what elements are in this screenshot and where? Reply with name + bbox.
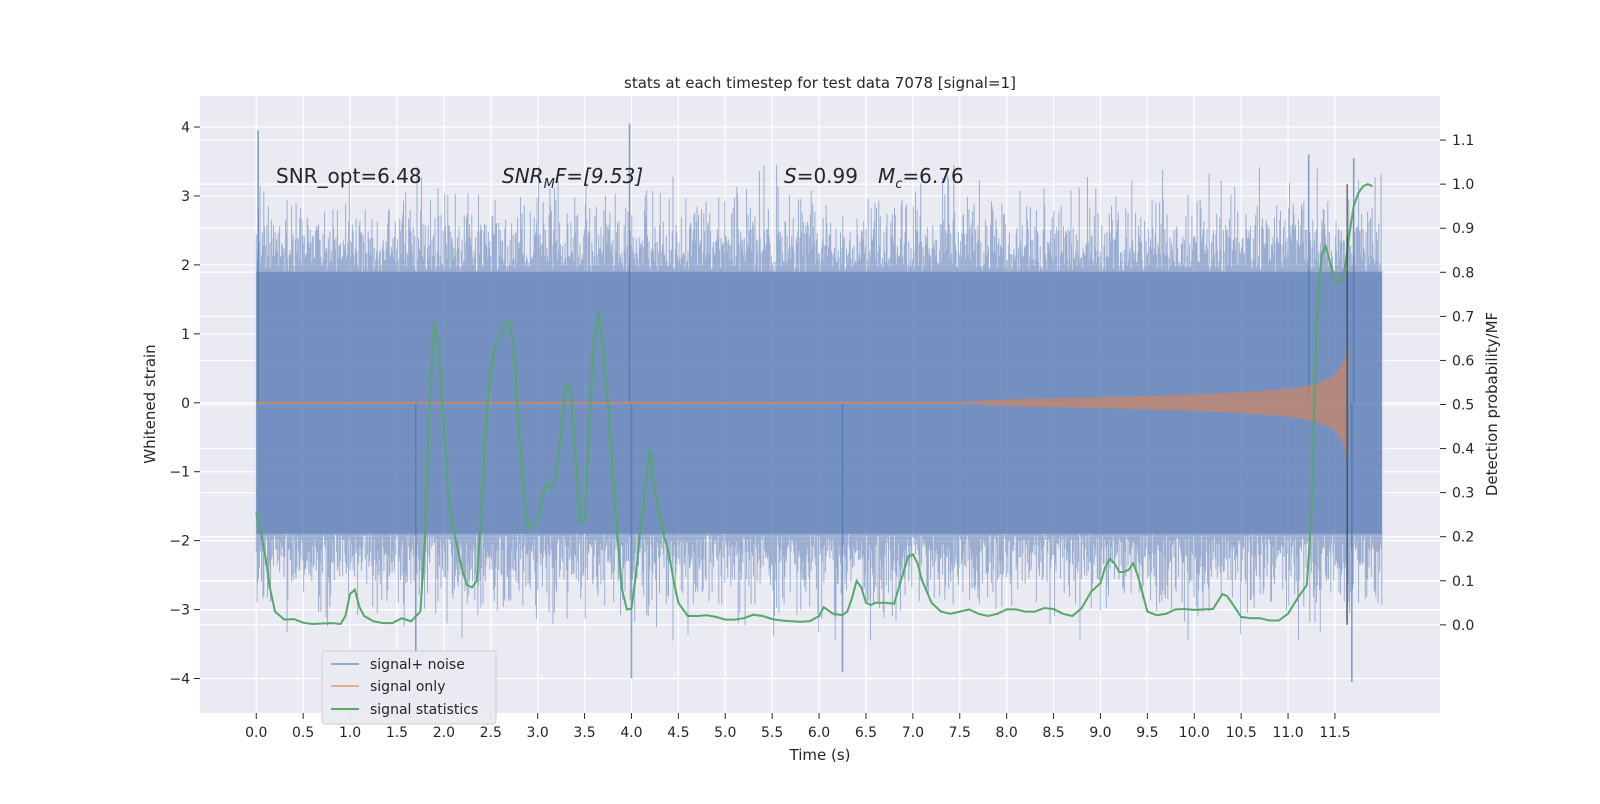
legend-label-signal: signal only — [370, 679, 445, 695]
x-tick-label-7: 3.5 — [573, 725, 595, 741]
annotation-snr-mf-rest: F=[9.53] — [555, 164, 643, 188]
x-tick-label-13: 6.5 — [855, 725, 877, 741]
annotation-s-rest: =0.99 — [797, 164, 858, 188]
annotation-mc-var: M — [878, 164, 895, 188]
left-tick-label-1: −3 — [169, 603, 190, 619]
x-tick-label-23: 11.5 — [1319, 725, 1350, 741]
left-tick-label-6: 2 — [181, 258, 190, 274]
annotation-snr-opt: SNR_opt=6.48 — [276, 164, 422, 188]
x-tick-label-16: 8.0 — [996, 725, 1018, 741]
annotation-snr-mf-main: SNR — [502, 164, 544, 188]
x-tick-label-4: 2.0 — [433, 725, 455, 741]
x-tick-label-15: 7.5 — [949, 725, 971, 741]
right-axis-label: Detection probability/MF — [1483, 312, 1501, 496]
x-axis-label: Time (s) — [789, 746, 851, 764]
annotation-snr-mf: SNRMF=[9.53] — [502, 164, 643, 192]
x-tick-label-21: 10.5 — [1226, 725, 1257, 741]
right-tick-label-5: 0.5 — [1452, 398, 1474, 414]
right-tick-label-3: 0.3 — [1452, 486, 1474, 502]
right-tick-label-11: 1.1 — [1452, 133, 1474, 149]
left-tick-label-7: 3 — [181, 189, 190, 205]
legend-label-noise: signal+ noise — [370, 657, 465, 673]
x-tick-label-3: 1.5 — [386, 725, 408, 741]
x-tick-label-5: 2.5 — [480, 725, 502, 741]
x-tick-label-19: 9.5 — [1136, 725, 1158, 741]
legend-box — [321, 650, 497, 725]
legend-label-statistics: signal statistics — [370, 702, 478, 718]
x-tick-label-14: 7.0 — [902, 725, 924, 741]
statistics-line — [255, 182, 1373, 626]
left-axis-label: Whitened strain — [141, 344, 159, 463]
left-tick-label-3: −1 — [169, 465, 190, 481]
annotation-s: S=0.99 — [784, 164, 858, 188]
x-tick-label-17: 8.5 — [1042, 725, 1064, 741]
x-tick-label-12: 6.0 — [808, 725, 830, 741]
x-tick-label-1: 0.5 — [292, 725, 314, 741]
x-tick-label-18: 9.0 — [1089, 725, 1111, 741]
annotation-snr-mf-sub: M — [544, 177, 555, 192]
chart-title: stats at each timestep for test data 707… — [624, 74, 1016, 92]
x-tick-label-10: 5.0 — [714, 725, 736, 741]
right-tick-label-4: 0.4 — [1452, 442, 1474, 458]
x-tick-label-20: 10.0 — [1179, 725, 1210, 741]
annotation-s-var: S — [784, 164, 797, 188]
right-tick-label-2: 0.2 — [1452, 530, 1474, 546]
right-tick-label-0: 0.0 — [1452, 618, 1474, 634]
annotation-mc-rest: =6.76 — [902, 164, 963, 188]
x-axis: 0.0 0.5 1.0 1.5 2.0 2.5 3.0 3.5 4.0 4.5 5.0 5.5 6.0 6… — [245, 713, 1351, 741]
annotation-mc: Mc=6.76 — [878, 164, 964, 192]
right-axis: 0.0 0.1 0.2 0.3 0.4 0.5 0.6 0.7 0.8 0.9 1.0 1.1 — [1440, 133, 1474, 634]
x-tick-label-11: 5.5 — [761, 725, 783, 741]
x-tick-label-0: 0.0 — [245, 725, 267, 741]
left-tick-label-5: 1 — [181, 327, 190, 343]
left-axis: −4 −3 −2 −1 0 1 2 3 4 — [169, 120, 200, 688]
right-tick-label-7: 0.7 — [1452, 309, 1474, 325]
x-tick-label-8: 4.0 — [620, 725, 642, 741]
right-tick-label-9: 0.9 — [1452, 221, 1474, 237]
left-tick-label-8: 4 — [181, 120, 190, 136]
signal-envelope — [959, 340, 1349, 465]
x-tick-label-9: 4.5 — [667, 725, 689, 741]
right-tick-label-10: 1.0 — [1452, 177, 1474, 193]
right-tick-label-6: 0.6 — [1452, 353, 1474, 369]
legend: signal+ noise signal only signal statist… — [321, 650, 497, 725]
x-tick-label-2: 1.0 — [339, 725, 361, 741]
x-tick-label-22: 11.0 — [1272, 725, 1303, 741]
signal-statistics-series — [255, 182, 1373, 626]
left-tick-label-0: −4 — [169, 672, 190, 688]
right-tick-label-1: 0.1 — [1452, 574, 1474, 590]
annotation-mc-sub: c — [895, 177, 902, 192]
right-tick-label-8: 0.8 — [1452, 265, 1474, 281]
x-tick-label-6: 3.0 — [527, 725, 549, 741]
left-tick-label-2: −2 — [169, 534, 190, 550]
left-tick-label-4: 0 — [181, 396, 190, 412]
